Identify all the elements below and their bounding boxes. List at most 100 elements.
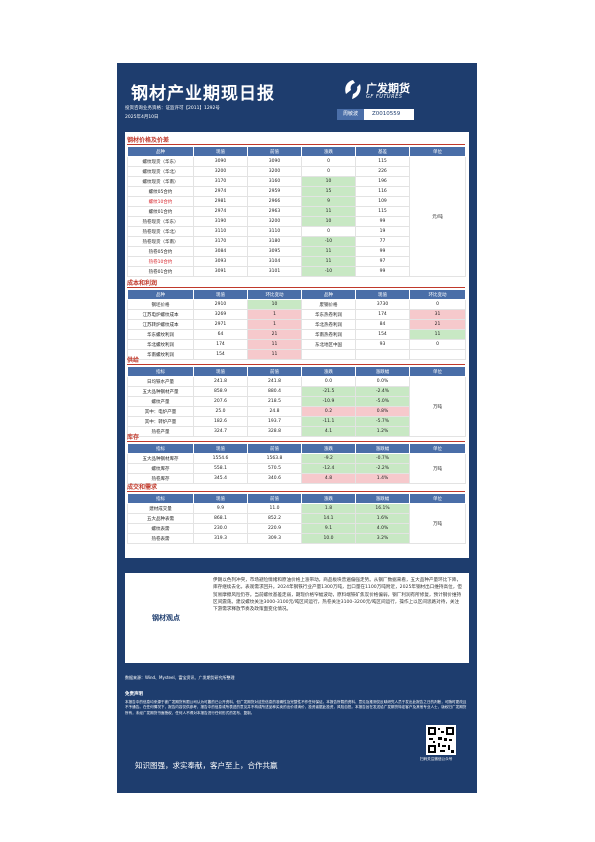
row-label: 螺纹表需	[127, 523, 194, 534]
basis-value: 115	[355, 206, 410, 217]
table-header-row: 指标 现值 前值 涨跌 涨跌幅 单位	[127, 443, 466, 454]
disclaimer-text: 本报告中的信息均来源于被广发期货有限公司认为可靠的已公开资料，但广发期货对这些信…	[125, 700, 467, 715]
current-value: 84	[355, 319, 410, 330]
current-value: 2910	[193, 299, 248, 310]
change-value: 10	[301, 216, 356, 227]
change-value: 0	[409, 339, 466, 350]
change-value: 0.2	[301, 406, 356, 417]
column-header: 品种	[127, 289, 194, 300]
change-value: 31	[409, 309, 466, 320]
report-date: 2025年4月10日	[125, 115, 159, 120]
basis-value: 99	[355, 216, 410, 227]
qr-code-icon[interactable]	[426, 725, 456, 755]
current-value: 3269	[193, 309, 248, 320]
data-source: 数据来源：Wind、Mysteel、富宝资讯、广发期货研究所整理	[125, 675, 235, 680]
table-row: 螺纹10合约 2981 2966 9 109	[127, 196, 466, 207]
change-value: -11.1	[301, 416, 356, 427]
unit-cell: 万吨	[409, 376, 466, 437]
current-value: 3084	[193, 246, 248, 257]
row-label: 螺纹10合约	[127, 196, 194, 207]
current-value: 207.6	[193, 396, 248, 407]
section-divider	[127, 364, 465, 365]
table-row: 江苏电炉螺纹成本 3269 1 华东热卷利润 174 31	[127, 309, 466, 320]
row-label: 废钢价格	[301, 299, 356, 310]
current-value: 93	[355, 339, 410, 350]
change-percent: 1.4%	[355, 473, 410, 484]
previous-value: 852.2	[247, 513, 302, 524]
change-value: -10	[301, 236, 356, 247]
current-value: 2971	[193, 319, 248, 330]
previous-value: 2959	[247, 186, 302, 197]
column-header: 单位	[409, 493, 466, 504]
column-header: 环比变动	[409, 289, 466, 300]
section-divider	[127, 144, 465, 145]
current-value: 2974	[193, 206, 248, 217]
row-label: 螺纹01合约	[127, 206, 194, 217]
previous-value: 309.3	[247, 533, 302, 544]
table-row: 五大品种钢材库存 1554.6 1563.8 -9.2 -0.7% 万吨	[127, 453, 466, 484]
price-table: 品种 现值 前值 涨跌 基差 单位 螺纹现货（华东） 3090 3090 0 115 元/吨 螺纹现货（…	[127, 146, 466, 277]
column-header: 涨跌幅	[355, 493, 410, 504]
current-value: 2974	[193, 186, 248, 197]
unit-cell: 万吨	[409, 453, 466, 484]
disclaimer-title: 免责声明	[125, 692, 143, 697]
change-value: 1	[247, 319, 302, 330]
current-value: 174	[193, 339, 248, 350]
change-value: -21.5	[301, 386, 356, 397]
trade-table: 指标 现值 前值 涨跌 涨跌幅 单位 建材成交量 9.9 11.0 1.8 16.1% 万吨 五大品种表…	[127, 493, 466, 544]
table-row: 五大品种表需 868.1 852.2 14.1 1.6%	[127, 513, 466, 524]
previous-value: 193.7	[247, 416, 302, 427]
row-label: 热卷01合约	[127, 266, 194, 277]
change-percent: 3.2%	[355, 533, 410, 544]
column-header: 前值	[247, 146, 302, 157]
table-row: 螺纹现货（华东） 3090 3090 0 115 元/吨	[127, 156, 466, 277]
change-value: 0	[409, 299, 466, 310]
inventory-table: 指标 现值 前值 涨跌 涨跌幅 单位 五大品种钢材库存 1554.6 1563.8 -9.2 -0.…	[127, 443, 466, 484]
table-row: 日均铁水产量 241.8 241.8 0.0 0.0% 万吨	[127, 376, 466, 437]
change-value: 11	[409, 329, 466, 340]
change-value: 11	[301, 256, 356, 267]
change-value: 1	[247, 309, 302, 320]
row-label: 华东螺纹利润	[127, 329, 194, 340]
row-label: 螺纹现货（华南）	[127, 176, 194, 187]
basis-value: 115	[355, 156, 410, 167]
row-label: 东北地区中国	[301, 339, 356, 350]
previous-value: 340.6	[247, 473, 302, 484]
current-value: 3170	[193, 236, 248, 247]
column-header: 涨跌	[301, 146, 356, 157]
column-header: 前值	[247, 443, 302, 454]
change-value: 11	[301, 246, 356, 257]
change-value: 9	[301, 196, 356, 207]
row-label: 热卷10合约	[127, 256, 194, 267]
row-label: 建材成交量	[127, 503, 194, 514]
current-value: 154	[355, 329, 410, 340]
previous-value: 3200	[247, 216, 302, 227]
section-title-trade: 成交和需求	[127, 484, 158, 491]
table-row: 螺纹产量 207.6 218.5 -10.9 -5.0%	[127, 396, 466, 407]
current-value: 3090	[193, 156, 248, 167]
change-value	[409, 349, 466, 360]
change-value: 4.8	[301, 473, 356, 484]
change-percent: 1.6%	[355, 513, 410, 524]
change-value: 15	[301, 186, 356, 197]
basis-value: 226	[355, 166, 410, 177]
table-row: 华北螺纹利润 174 11 东北地区中国 93 0	[127, 339, 466, 350]
change-percent: 1.2%	[355, 426, 410, 437]
row-label: 热卷现货（华北）	[127, 226, 194, 237]
cost-table: 品种 现值 环比变动 品种 现值 环比变动 钢坯价格 2910 10 废钢价格 3730 0 江苏电炉螺…	[127, 289, 466, 360]
current-value: 3170	[193, 176, 248, 187]
news-panel: 钢材观点 伊朗以色列冲突，市场避险情绪和原油价格上涨带动，商品板块普遍偏强走势。…	[125, 573, 469, 663]
current-value: 3093	[193, 256, 248, 267]
company-slogan: 知识图强，求实奉献，客户至上，合作共赢	[135, 761, 278, 770]
previous-value: 218.5	[247, 396, 302, 407]
change-value: 11	[247, 339, 302, 350]
change-value: 21	[409, 319, 466, 330]
column-header: 基差	[355, 146, 410, 157]
qr-caption: 扫码关注微信公众号	[420, 757, 453, 761]
change-value: 10	[301, 176, 356, 187]
previous-value: 3200	[247, 166, 302, 177]
change-percent: -2.4%	[355, 386, 410, 397]
change-percent: 4.0%	[355, 523, 410, 534]
table-row: 热卷库存 345.4 340.6 4.8 1.4%	[127, 473, 466, 484]
change-percent: -5.0%	[355, 396, 410, 407]
